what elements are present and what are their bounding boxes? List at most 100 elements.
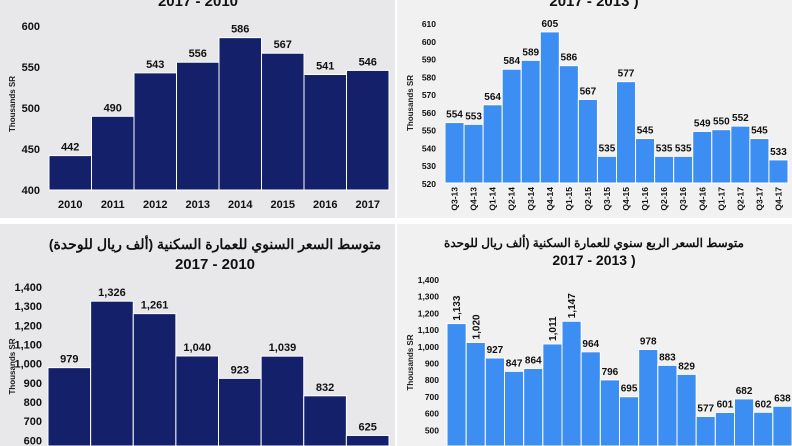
y-tick-label: 400 [22, 185, 40, 197]
y-tick-label: 600 [425, 409, 439, 419]
bar [580, 351, 601, 446]
bar-value-label: 564 [484, 92, 501, 103]
bar-value-label: 602 [755, 399, 772, 410]
x-tick-label: Q4-17 [773, 187, 783, 211]
bar-value-label: 550 [713, 117, 730, 128]
y-tick-label: 590 [422, 55, 436, 65]
y-tick-label: 1,200 [418, 308, 440, 318]
quarterly-building-chart-panel: متوسط السعر الربع سنوي للعمارة السكنية (… [396, 224, 792, 446]
y-tick-label: 610 [422, 19, 436, 29]
bar-value-label: 567 [274, 39, 292, 51]
bar-value-label: 577 [618, 69, 635, 80]
x-tick-label: 2017 [356, 199, 380, 211]
bar-value-label: 682 [736, 386, 753, 397]
quarterly-bar-chart: Thousands SR 520 530 540 550 560 570 580 590 600 6… [406, 19, 789, 211]
x-tick-label: Q3-16 [678, 187, 688, 211]
x-tick-label: Q2-16 [659, 187, 669, 211]
y-axis-label: Thousands SR [406, 75, 415, 131]
bar [714, 411, 736, 446]
y-tick-label: 1,100 [14, 339, 42, 351]
x-tick-label: Q4-14 [545, 187, 555, 211]
bar [303, 74, 347, 191]
bar [734, 398, 755, 446]
bar-value-label: 543 [146, 59, 164, 71]
bar-value-label: 589 [522, 47, 539, 58]
bar-value-label: 605 [541, 19, 558, 30]
bar [446, 323, 467, 446]
x-tick-label: 2016 [313, 199, 337, 211]
bar-value-label: 978 [640, 336, 657, 347]
y-tick-label: 1,000 [418, 342, 440, 352]
bar [132, 313, 177, 446]
x-tick-label: Q3-13 [450, 187, 460, 211]
y-tick-label: 450 [22, 144, 40, 156]
bar-value-label: 586 [561, 53, 578, 64]
x-tick-label: Q1-17 [716, 187, 726, 211]
y-tick-label: 1,300 [14, 301, 42, 313]
quarterly-chart-panel-top: 2017 - 2013 ) Thousands SR 520 530 540 550 56… [396, 0, 792, 218]
bar-value-label: 545 [637, 126, 654, 137]
bar [673, 155, 694, 184]
bar [577, 98, 598, 184]
y-tick-label: 700 [24, 416, 42, 428]
y-tick-label: 540 [422, 143, 436, 153]
bar [619, 396, 640, 446]
y-tick-label: 530 [422, 161, 436, 171]
bar [616, 81, 637, 184]
bar-value-label: 535 [675, 143, 692, 154]
y-axis-label: Thousands SR [406, 334, 415, 390]
panel-divider-horizontal [0, 218, 792, 224]
y-tick-label: 580 [422, 72, 436, 82]
bar [463, 123, 484, 184]
y-tick-label: 1,400 [14, 282, 42, 294]
bar [47, 367, 92, 446]
bar-value-label: 535 [656, 143, 673, 154]
bar-value-label: 829 [678, 361, 695, 372]
bar-value-label: 832 [316, 382, 334, 394]
bar [261, 52, 305, 191]
bar [657, 364, 678, 446]
y-tick-label: 1,100 [418, 325, 440, 335]
y-tick-label: 500 [425, 425, 439, 435]
bar [596, 155, 617, 184]
bar [768, 159, 789, 184]
x-tick-label: Q2-15 [583, 187, 593, 211]
bar [772, 405, 792, 446]
x-tick-label: 2014 [228, 199, 253, 211]
bar [561, 320, 582, 446]
bar-value-label: 556 [189, 48, 207, 60]
annual-building-chart-panel: متوسط السعر السنوي للعمارة السكنية (ألف … [0, 224, 396, 446]
bar-value-label: 847 [506, 358, 523, 369]
bar-value-label: 695 [621, 384, 638, 395]
chart-title: 2017 - 2013 ) [549, 0, 639, 10]
bar-value-label: 545 [751, 126, 768, 137]
y-tick-label: 560 [422, 108, 436, 118]
annual-bar-chart: Thousands SR 400 450 500 550 600 442 2010 490 201… [8, 21, 390, 211]
bar [346, 69, 390, 191]
y-tick-label: 600 [422, 37, 436, 47]
bar [695, 415, 716, 446]
bar-value-label: 1,326 [98, 287, 126, 299]
bar [638, 348, 659, 446]
bar [730, 125, 751, 184]
chart-title: 2017 - 2010 [157, 0, 239, 10]
y-tick-label: 900 [24, 378, 42, 390]
y-tick-label: 1,400 [418, 275, 440, 285]
bar-value-label: 796 [602, 367, 619, 378]
bar-value-label: 490 [104, 102, 122, 114]
x-tick-label: Q1-16 [640, 187, 650, 211]
bar-value-label: 1,261 [141, 300, 169, 312]
x-tick-label: Q2-17 [735, 187, 745, 211]
bar [90, 300, 134, 446]
bar [654, 155, 675, 184]
y-axis-label: Thousands SR [8, 338, 17, 394]
bar-value-label: 638 [774, 393, 791, 404]
bar-value-label: 541 [316, 61, 334, 73]
x-tick-label: 2010 [58, 199, 82, 211]
chart-title: متوسط السعر السنوي للعمارة السكنية (ألف … [48, 236, 382, 252]
bar-value-label: 1,039 [269, 342, 297, 354]
bar [482, 104, 503, 184]
bar [542, 343, 563, 446]
bar-value-label: 883 [659, 352, 676, 363]
